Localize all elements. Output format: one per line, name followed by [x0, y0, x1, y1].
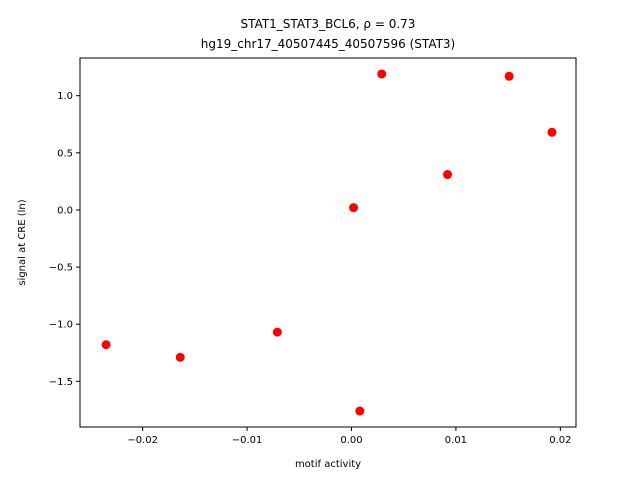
- x-tick-label: −0.01: [232, 435, 263, 446]
- y-tick-label: −1.0: [49, 320, 73, 331]
- y-axis-ticks: −1.5 −1.0 −0.5 0.0 0.5 1.0: [49, 91, 80, 388]
- plot-area-frame: [79, 57, 577, 428]
- x-tick-label: 0.00: [340, 435, 362, 446]
- x-axis-label: motif activity: [295, 459, 361, 470]
- data-point: [272, 327, 282, 337]
- x-tick-label: 0.02: [549, 435, 571, 446]
- y-tick-label: 0.5: [57, 148, 73, 159]
- data-point: [349, 203, 359, 213]
- x-axis-ticks: −0.02 −0.01 0.00 0.01 0.02: [127, 427, 571, 446]
- y-axis-label: signal at CRE (ln): [17, 199, 28, 285]
- data-point: [504, 71, 514, 81]
- x-tick-label: −0.02: [127, 435, 158, 446]
- chart-title-line-2: hg19_chr17_40507445_40507596 (STAT3): [201, 37, 456, 51]
- y-tick-label: −0.5: [49, 263, 73, 274]
- y-tick-label: 0.0: [57, 205, 73, 216]
- x-tick-label: 0.01: [445, 435, 467, 446]
- data-point: [443, 170, 453, 180]
- data-point: [547, 127, 557, 137]
- data-point: [355, 406, 365, 416]
- data-points: [101, 69, 557, 416]
- data-point: [101, 340, 111, 350]
- y-tick-label: 1.0: [57, 91, 73, 102]
- data-point: [377, 69, 387, 79]
- y-tick-label: −1.5: [49, 377, 73, 388]
- data-point: [175, 352, 185, 362]
- chart-title-line-1: STAT1_STAT3_BCL6, ρ = 0.73: [241, 17, 416, 31]
